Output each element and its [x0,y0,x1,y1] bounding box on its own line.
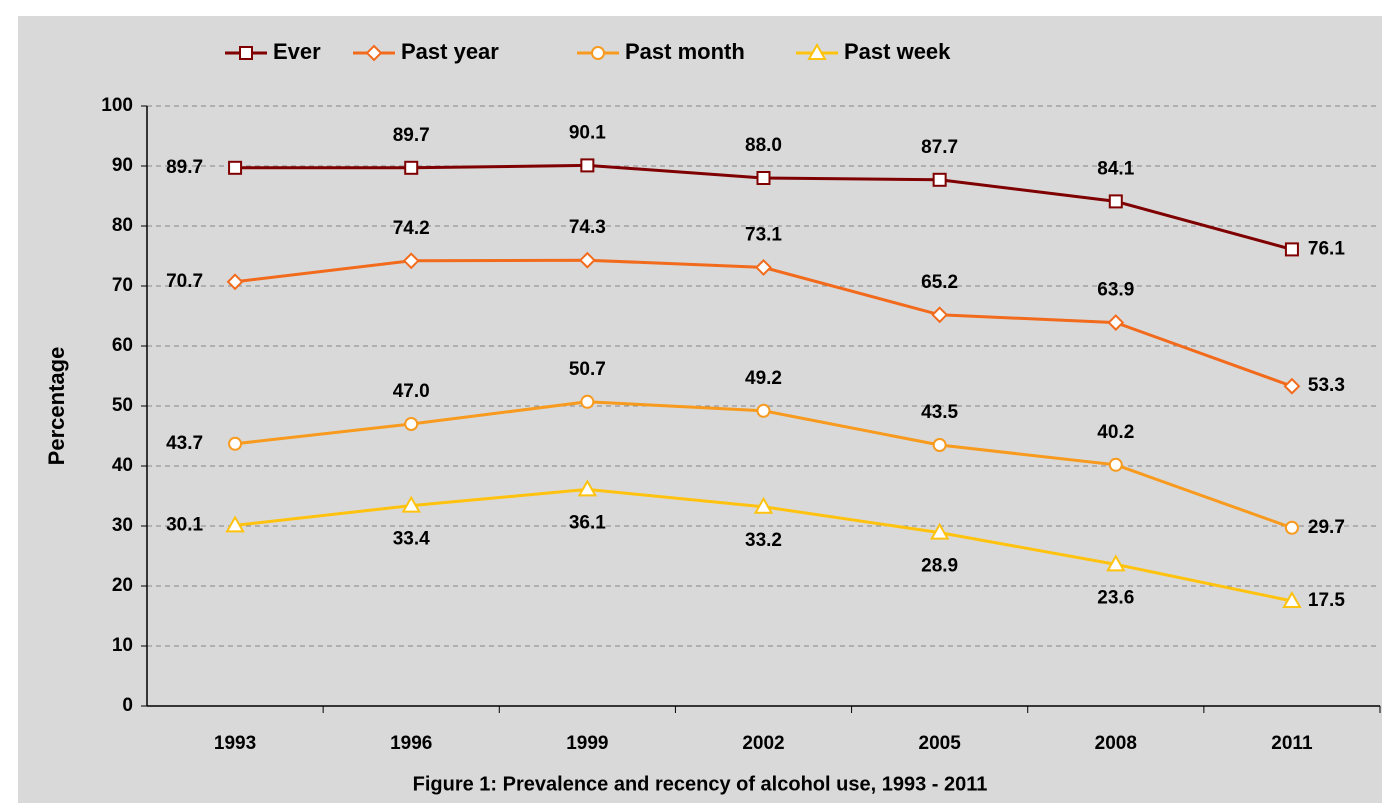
marker [1106,554,1126,572]
data-label: 36.1 [569,512,606,533]
x-tick-label: 1996 [390,733,432,754]
data-label: 89.7 [166,157,203,178]
data-label: 74.3 [569,217,606,238]
marker [753,496,774,514]
marker [756,171,771,185]
y-tick-label: 10 [112,635,133,656]
y-tick-label: 0 [122,695,133,716]
marker [580,394,595,409]
data-label: 74.2 [393,218,430,239]
chart-background [18,16,1382,803]
y-tick-label: 90 [112,155,133,176]
y-tick-label: 100 [101,95,133,116]
legend-label: Past year [401,39,499,64]
x-tick-label: 2002 [742,733,784,754]
marker [404,160,419,175]
y-tick-label: 20 [112,575,133,596]
y-tick-label: 40 [112,455,133,476]
data-label: 30.1 [166,514,203,535]
data-label: 89.7 [393,125,430,146]
marker [228,436,243,451]
data-label: 84.1 [1097,158,1134,179]
marker [1284,520,1299,535]
y-tick-label: 80 [112,215,133,236]
legend-label: Past week [844,39,951,64]
x-tick-label: 1993 [214,733,256,754]
data-label: 43.7 [166,433,203,454]
data-label: 50.7 [569,359,606,380]
data-label: 90.1 [569,122,606,143]
data-label: 47.0 [393,381,430,402]
data-label: 49.2 [745,368,782,389]
marker [228,160,243,175]
marker [1107,314,1125,332]
marker [932,172,947,187]
data-label: 65.2 [921,272,958,293]
x-tick-label: 1999 [566,733,608,754]
marker [402,252,420,270]
data-label: 33.4 [393,529,430,550]
y-tick-label: 50 [112,395,133,416]
data-label: 70.7 [166,271,203,292]
legend-label: Ever [273,39,321,64]
marker [932,438,947,452]
marker [578,251,596,269]
marker [755,258,772,276]
data-label: 28.9 [921,556,958,577]
marker [807,42,827,60]
marker [1108,194,1123,209]
data-label: 43.5 [921,402,958,423]
caption: Figure 1: Prevalence and recency of alco… [413,773,988,795]
marker [756,403,771,418]
data-label: 87.7 [921,137,958,158]
marker [401,495,421,513]
marker [239,46,253,60]
data-label: 73.1 [745,224,782,245]
marker [577,479,598,497]
data-label: 23.6 [1097,587,1134,608]
y-tick-label: 70 [112,275,133,296]
y-tick-label: 30 [112,515,133,536]
y-axis-label: Percentage [44,347,69,466]
marker [929,522,950,540]
marker [1108,457,1123,472]
data-label: 76.1 [1308,238,1345,259]
data-label: 53.3 [1308,375,1345,396]
x-tick-label: 2005 [919,733,962,754]
marker [1282,590,1302,608]
y-tick-label: 60 [112,335,133,356]
x-tick-label: 2008 [1095,733,1137,754]
marker [931,306,949,324]
data-label: 88.0 [745,135,782,156]
data-label: 17.5 [1308,590,1345,611]
data-label: 40.2 [1097,422,1134,443]
x-tick-label: 2011 [1271,733,1313,754]
marker [1284,242,1299,257]
data-label: 63.9 [1097,280,1134,301]
marker [591,46,605,60]
legend-label: Past month [625,39,745,64]
marker [580,158,595,173]
data-label: 29.7 [1308,517,1345,538]
marker [225,515,245,533]
marker [365,44,383,62]
marker [226,273,244,291]
marker [404,417,419,431]
marker [1283,377,1301,395]
data-label: 33.2 [745,530,782,551]
